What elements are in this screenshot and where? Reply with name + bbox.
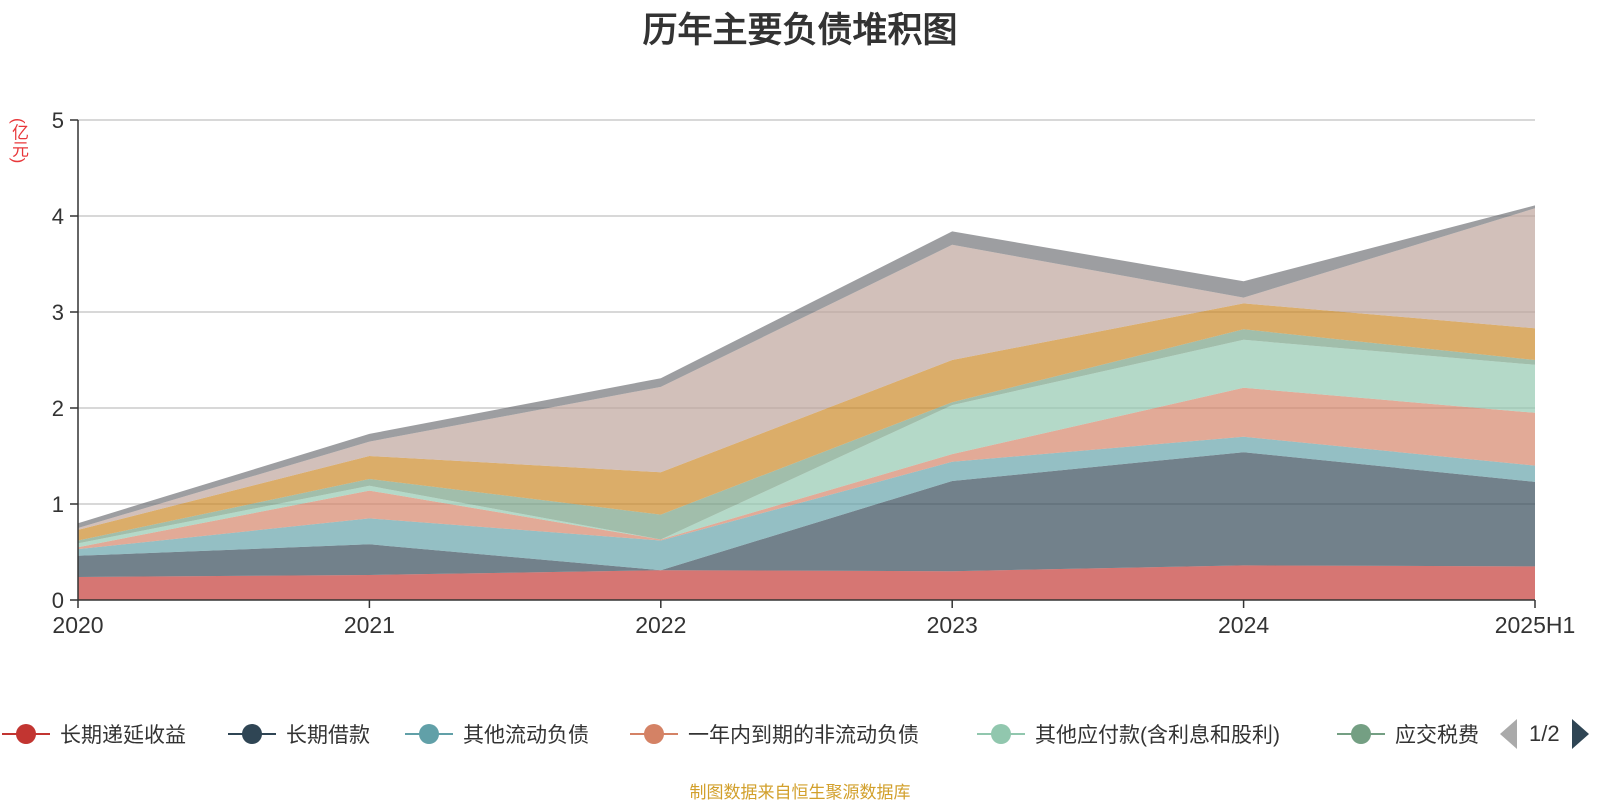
y-tick-label: 2 bbox=[52, 396, 64, 421]
y-tick-label: 1 bbox=[52, 492, 64, 517]
legend-page-indicator: 1/2 bbox=[1529, 721, 1560, 746]
x-tick-label: 2021 bbox=[344, 612, 395, 638]
legend-prev-page-icon[interactable] bbox=[1500, 719, 1517, 749]
series-area-2 bbox=[78, 436, 1535, 571]
legend-label: 一年内到期的非流动负债 bbox=[688, 724, 919, 747]
series-area-0 bbox=[78, 565, 1535, 600]
y-tick-label: 4 bbox=[52, 204, 64, 229]
legend: 长期递延收益 长期借款 其他流动负债 一年内到期的非流动负债 其他应付款(含利息和股利)… bbox=[0, 714, 1600, 754]
series-area-1 bbox=[78, 452, 1535, 577]
x-tick-label: 2024 bbox=[1218, 612, 1269, 638]
y-tick-label: 3 bbox=[52, 300, 64, 325]
legend-marker-icon bbox=[2, 724, 50, 744]
x-tick-label: 2022 bbox=[635, 612, 686, 638]
legend-marker-icon bbox=[630, 724, 678, 744]
legend-item[interactable]: 一年内到期的非流动负债 bbox=[628, 714, 919, 754]
legend-marker-icon bbox=[1337, 724, 1385, 744]
legend-marker-icon bbox=[405, 724, 453, 744]
data-source-note: 制图数据来自恒生聚源数据库 bbox=[689, 783, 911, 802]
x-tick-label: 2023 bbox=[927, 612, 978, 638]
legend-label: 应交税费 bbox=[1395, 724, 1479, 747]
legend-label: 其他流动负债 bbox=[463, 724, 589, 747]
legend-next-page-icon[interactable] bbox=[1571, 719, 1589, 749]
series-area-3 bbox=[78, 387, 1535, 550]
stacked-area-chart: 0 1 2 3 4 5 2020 2021 2022 2023 2024 2025H1 bbox=[52, 108, 1576, 638]
y-tick-label: 0 bbox=[52, 588, 64, 613]
chart-title: 历年主要负债堆积图 bbox=[642, 11, 958, 50]
legend-item[interactable]: 其他应付款(含利息和股利) bbox=[975, 714, 1280, 754]
legend-items: 长期递延收益 长期借款 其他流动负债 一年内到期的非流动负债 其他应付款(含利息和股利)… bbox=[0, 714, 1482, 754]
x-tick-label: 2020 bbox=[52, 612, 103, 638]
series-area-6 bbox=[78, 303, 1535, 541]
legend-marker-icon bbox=[977, 724, 1025, 744]
legend-item[interactable]: 长期递延收益 bbox=[0, 714, 186, 754]
legend-item[interactable]: 应交税费 bbox=[1335, 714, 1479, 754]
series-area-7 bbox=[78, 208, 1535, 530]
y-tick-label: 5 bbox=[52, 108, 64, 133]
legend-label: 长期借款 bbox=[286, 724, 370, 747]
legend-item[interactable]: 长期借款 bbox=[226, 714, 370, 754]
x-tick-label: 2025H1 bbox=[1495, 612, 1576, 638]
legend-marker-icon bbox=[228, 724, 276, 744]
series-area-5 bbox=[78, 329, 1535, 544]
series-area-4 bbox=[78, 339, 1535, 548]
legend-item[interactable]: 其他流动负债 bbox=[403, 714, 589, 754]
legend-label: 长期递延收益 bbox=[60, 724, 186, 747]
legend-label: 其他应付款(含利息和股利) bbox=[1035, 724, 1280, 747]
legend-pager: 1/2 bbox=[1500, 714, 1589, 754]
y-axis-unit-label: (亿元) bbox=[9, 118, 28, 164]
